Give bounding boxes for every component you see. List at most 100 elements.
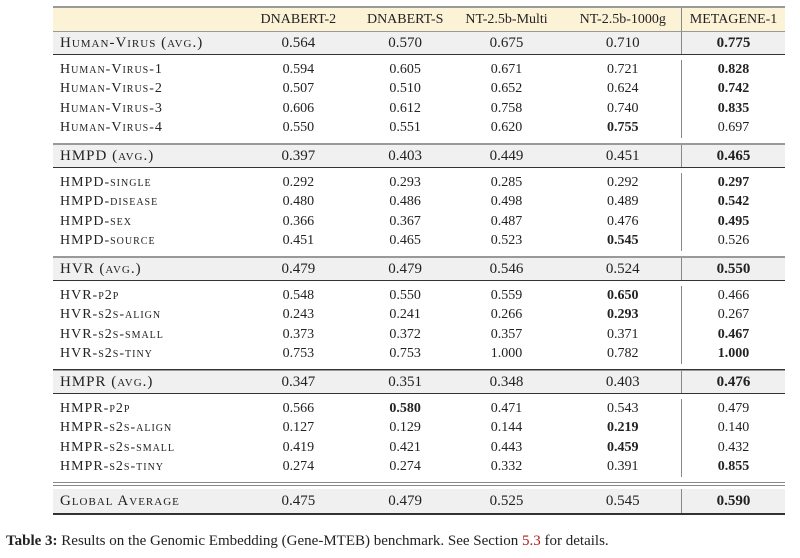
cell-value: 0.740: [564, 99, 683, 119]
results-table: DNABERT-2 DNABERT-S NT-2.5b-Multi NT-2.5…: [53, 6, 785, 515]
table-row: Human-Virus-1 0.594 0.605 0.671 0.721 0.828: [53, 60, 785, 80]
cell-value: 0.753: [282, 346, 315, 362]
cell-value: 0.526: [717, 233, 750, 249]
cell-value: 0.524: [564, 258, 683, 280]
cell-value: 0.606: [282, 100, 315, 116]
cell-value: 0.443: [490, 439, 523, 455]
cell-value: 0.466: [717, 287, 750, 303]
cell-value: 0.348: [489, 373, 524, 390]
cell-value: 0.675: [489, 34, 524, 51]
cell-value: 0.467: [717, 326, 750, 342]
table-row: HMPR-s2s-align 0.127 0.129 0.144 0.219 0.140: [53, 418, 785, 438]
cell-value: 0.432: [717, 439, 750, 455]
task-group: HMPD-single 0.292 0.293 0.285 0.292 0.297 HMPD…: [53, 168, 785, 257]
row-label: Human-Virus (avg.): [60, 34, 204, 51]
cell-value: 0.620: [490, 120, 523, 136]
section-link[interactable]: 5.3: [522, 533, 541, 549]
cell-value: 0.293: [564, 305, 683, 325]
cell-value: 0.219: [564, 418, 683, 438]
col-header: DNABERT-2: [260, 11, 337, 27]
cell-value: 0.487: [490, 213, 523, 229]
cell-value: 0.267: [717, 307, 750, 323]
cell-value: 0.480: [282, 194, 315, 210]
cell-value: 0.373: [282, 326, 315, 342]
table-caption: Table 3: Results on the Genomic Embeddin…: [6, 533, 609, 550]
cell-value: 0.479: [281, 260, 316, 277]
cell-value: 0.542: [717, 194, 750, 210]
cell-value: 0.285: [490, 174, 523, 190]
cell-value: 0.835: [717, 100, 750, 116]
cell-value: 0.274: [389, 459, 421, 475]
cell-value: 0.367: [389, 213, 421, 229]
cell-value: 0.550: [389, 287, 421, 303]
col-header: METAGENE-1: [689, 11, 778, 27]
cell-value: 1.000: [717, 346, 750, 362]
cell-value: 0.479: [388, 260, 423, 277]
row-label: HMPR-s2s-tiny: [60, 459, 165, 475]
cell-value: 0.351: [388, 373, 423, 390]
cell-value: 0.357: [490, 326, 523, 342]
cell-value: 0.624: [564, 79, 683, 99]
cell-value: 1.000: [490, 346, 523, 362]
row-label: HVR-p2p: [60, 287, 120, 303]
cell-value: 0.486: [389, 194, 421, 210]
cell-value: 0.697: [717, 120, 750, 136]
cell-value: 0.742: [717, 81, 750, 97]
cell-value: 0.274: [282, 459, 315, 475]
row-label: HMPR (avg.): [60, 373, 154, 390]
cell-value: 0.419: [282, 439, 315, 455]
row-label: HMPD-single: [60, 174, 152, 190]
row-label: HVR-s2s-align: [60, 307, 162, 323]
cell-value: 0.297: [717, 174, 750, 190]
cell-value: 0.550: [282, 120, 315, 136]
cell-value: 0.545: [564, 489, 683, 513]
cell-value: 0.243: [282, 307, 315, 323]
cell-value: 0.828: [717, 61, 750, 77]
cell-value: 0.507: [282, 81, 315, 97]
row-label: Human-Virus-1: [60, 61, 163, 77]
row-label: HMPR-s2s-align: [60, 420, 173, 436]
cell-value: 0.495: [717, 213, 750, 229]
table-row: HVR-s2s-align 0.243 0.241 0.266 0.293 0.267: [53, 305, 785, 325]
cell-value: 0.459: [564, 438, 683, 458]
cell-value: 0.421: [389, 439, 421, 455]
cell-value: 0.449: [489, 147, 524, 164]
row-label: Global Average: [60, 492, 180, 509]
average-row: HMPR (avg.) 0.347 0.351 0.348 0.403 0.476: [53, 370, 785, 394]
cell-value: 0.855: [717, 459, 750, 475]
caption-prefix: Table 3:: [6, 533, 58, 549]
cell-value: 0.144: [490, 420, 523, 436]
cell-value: 0.755: [564, 118, 683, 138]
table-row: Human-Virus-4 0.550 0.551 0.620 0.755 0.697: [53, 118, 785, 138]
table-row: HMPR-s2s-tiny 0.274 0.274 0.332 0.391 0.855: [53, 457, 785, 477]
cell-value: 0.753: [389, 346, 421, 362]
table-row: HMPD-single 0.292 0.293 0.285 0.292 0.297: [53, 173, 785, 193]
cell-value: 0.403: [564, 371, 683, 393]
table-row: Human-Virus-2 0.507 0.510 0.652 0.624 0.742: [53, 79, 785, 99]
table-row: HMPD-source 0.451 0.465 0.523 0.545 0.526: [53, 231, 785, 251]
average-row: HMPD (avg.) 0.397 0.403 0.449 0.451 0.465: [53, 144, 785, 168]
cell-value: 0.564: [281, 34, 316, 51]
cell-value: 0.465: [389, 233, 421, 249]
cell-value: 0.570: [388, 34, 423, 51]
cell-value: 0.721: [564, 60, 683, 80]
table-row: HMPD-sex 0.366 0.367 0.487 0.476 0.495: [53, 212, 785, 232]
cell-value: 0.543: [564, 399, 683, 419]
cell-value: 0.510: [389, 81, 421, 97]
cell-value: 0.140: [717, 420, 750, 436]
row-label: HVR-s2s-small: [60, 326, 164, 342]
cell-value: 0.451: [564, 145, 683, 167]
row-label: Human-Virus-3: [60, 100, 163, 116]
cell-value: 0.782: [564, 344, 683, 364]
average-row: HVR (avg.) 0.479 0.479 0.546 0.524 0.550: [53, 257, 785, 281]
cell-value: 0.650: [564, 286, 683, 306]
cell-value: 0.523: [490, 233, 523, 249]
cell-value: 0.548: [282, 287, 315, 303]
cell-value: 0.479: [388, 492, 423, 509]
cell-value: 0.551: [389, 120, 421, 136]
cell-value: 0.292: [564, 173, 683, 193]
global-average-row: Global Average 0.475 0.479 0.525 0.545 0.590: [53, 489, 785, 515]
cell-value: 0.292: [282, 174, 315, 190]
caption-suffix: for details.: [540, 533, 609, 549]
cell-value: 0.129: [389, 420, 421, 436]
